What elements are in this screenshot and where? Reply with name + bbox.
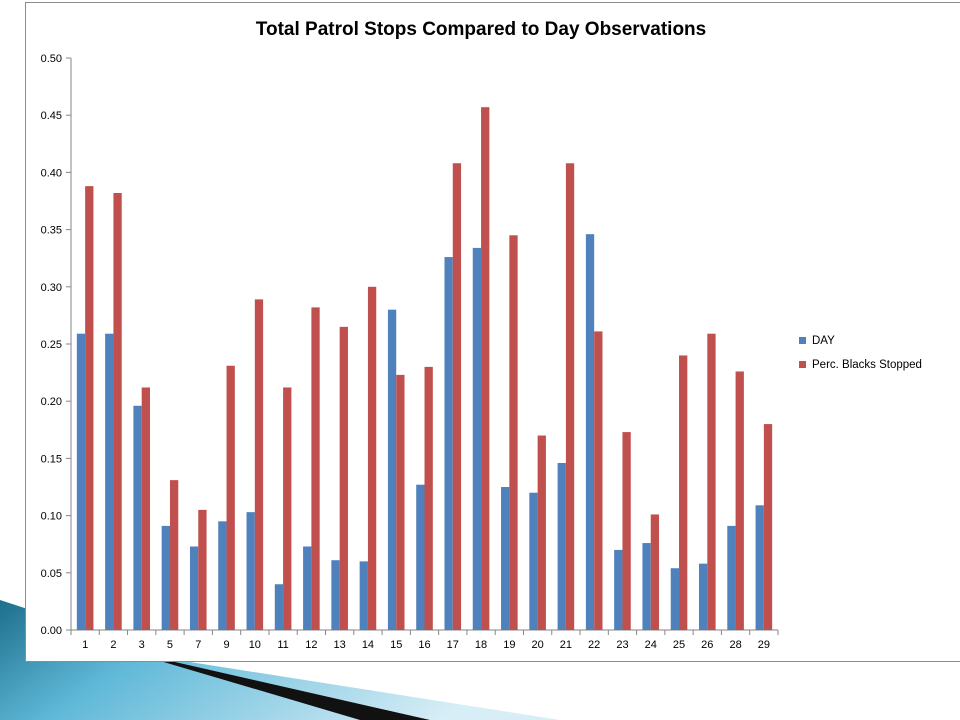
- chart-frame: Total Patrol Stops Compared to Day Obser…: [25, 2, 960, 662]
- bar-day: [642, 543, 651, 630]
- x-tick-label: 14: [362, 639, 374, 651]
- bar-day: [274, 584, 284, 630]
- y-tick-label: 0.05: [41, 568, 62, 580]
- x-tick-label: 15: [390, 639, 402, 651]
- legend-swatch: [799, 337, 806, 344]
- bar-perc-blacks-stopped: [481, 107, 490, 630]
- decorative-black-stroke: [140, 655, 430, 720]
- bar-perc-blacks-stopped: [707, 333, 716, 630]
- x-tick-label: 21: [560, 639, 572, 651]
- legend: DAY Perc. Blacks Stopped: [799, 335, 922, 371]
- bar-perc-blacks-stopped: [367, 286, 377, 630]
- bar-perc-blacks-stopped: [565, 163, 575, 631]
- chart-title: Total Patrol Stops Compared to Day Obser…: [256, 19, 706, 40]
- bar-perc-blacks-stopped: [283, 387, 292, 630]
- bar-day: [501, 487, 510, 630]
- bar-day: [387, 309, 397, 630]
- bar-perc-blacks-stopped: [311, 307, 320, 630]
- bar-day: [303, 546, 312, 630]
- bar-day: [699, 563, 708, 630]
- bar-day: [614, 549, 623, 630]
- y-tick-label: 0.20: [41, 396, 62, 408]
- x-tick-label: 17: [447, 639, 459, 651]
- y-tick-label: 0.00: [41, 625, 62, 637]
- bar-perc-blacks-stopped: [763, 424, 773, 630]
- y-tick-label: 0.15: [41, 453, 62, 465]
- bar-perc-blacks-stopped: [735, 371, 744, 630]
- bar-perc-blacks-stopped: [424, 366, 433, 630]
- bar-day: [359, 561, 368, 630]
- x-tick-label: 13: [334, 639, 346, 651]
- x-tick-label: 22: [588, 639, 600, 651]
- x-tick-label: 25: [673, 639, 685, 651]
- x-tick-label: 20: [531, 639, 543, 651]
- x-tick-label: 18: [475, 639, 487, 651]
- bar-day: [189, 546, 199, 630]
- bar-day: [331, 560, 340, 630]
- y-tick-label: 0.10: [41, 511, 62, 523]
- bar-day: [670, 568, 680, 630]
- x-tick-label: 10: [249, 639, 261, 651]
- x-tick-label: 11: [277, 639, 288, 651]
- x-tick-label: 24: [645, 639, 657, 651]
- legend-label: Perc. Blacks Stopped: [812, 359, 922, 371]
- chart-plot: Total Patrol Stops Compared to Day Obser…: [41, 19, 922, 651]
- bar-perc-blacks-stopped: [339, 326, 348, 630]
- bar-perc-blacks-stopped: [141, 387, 150, 630]
- x-tick-label: 7: [195, 639, 201, 651]
- y-tick-label: 0.35: [41, 225, 62, 237]
- plot-area: 0.00 0.05 0.10 0.15 0.20 0.25 0.30 0.35 0.40 0.45…: [41, 53, 779, 651]
- x-tick-label: 5: [167, 639, 173, 651]
- bar-perc-blacks-stopped: [650, 514, 660, 630]
- decorative-wave: [0, 600, 560, 720]
- x-tick-label: 16: [418, 639, 430, 651]
- bar-perc-blacks-stopped: [452, 163, 462, 631]
- x-tick-label: 28: [729, 639, 741, 651]
- bar-day: [557, 462, 566, 630]
- bar-day: [416, 484, 425, 630]
- y-tick-label: 0.50: [41, 53, 62, 65]
- bar-day: [472, 247, 482, 631]
- bar-perc-blacks-stopped: [679, 355, 688, 630]
- bar-perc-blacks-stopped: [622, 432, 631, 630]
- bar-perc-blacks-stopped: [226, 365, 235, 630]
- x-tick-label: 9: [223, 639, 229, 651]
- bar-day: [444, 257, 453, 630]
- x-tick-label: 23: [616, 639, 628, 651]
- bar-day: [246, 512, 255, 630]
- legend-label: DAY: [812, 335, 835, 347]
- bar-perc-blacks-stopped: [169, 480, 179, 630]
- x-tick-label: 1: [82, 639, 88, 651]
- x-tick-label: 29: [758, 639, 770, 651]
- bar-perc-blacks-stopped: [254, 299, 264, 630]
- bar-day: [76, 333, 86, 630]
- bar-day: [218, 521, 227, 630]
- bar-day: [105, 333, 114, 630]
- x-tick-label: 19: [503, 639, 515, 651]
- x-tick-label: 3: [139, 639, 145, 651]
- bar-perc-blacks-stopped: [396, 374, 405, 630]
- bar-day: [755, 505, 764, 630]
- bar-day: [133, 405, 142, 630]
- y-tick-label: 0.30: [41, 282, 62, 294]
- bar-day: [529, 492, 538, 630]
- y-tick-label: 0.45: [41, 110, 62, 122]
- y-tick-label: 0.40: [41, 167, 62, 179]
- bar-perc-blacks-stopped: [85, 186, 94, 631]
- bar-day: [727, 525, 736, 630]
- x-tick-label: 12: [305, 639, 317, 651]
- legend-swatch: [799, 361, 806, 368]
- bar-perc-blacks-stopped: [509, 235, 518, 630]
- bar-perc-blacks-stopped: [537, 435, 546, 630]
- bar-perc-blacks-stopped: [198, 509, 207, 630]
- bar-perc-blacks-stopped: [113, 192, 122, 630]
- x-tick-label: 2: [110, 639, 116, 651]
- y-tick-label: 0.25: [41, 339, 62, 351]
- bar-day: [585, 234, 595, 630]
- bar-day: [161, 525, 170, 630]
- bar-perc-blacks-stopped: [594, 331, 603, 630]
- x-tick-label: 26: [701, 639, 713, 651]
